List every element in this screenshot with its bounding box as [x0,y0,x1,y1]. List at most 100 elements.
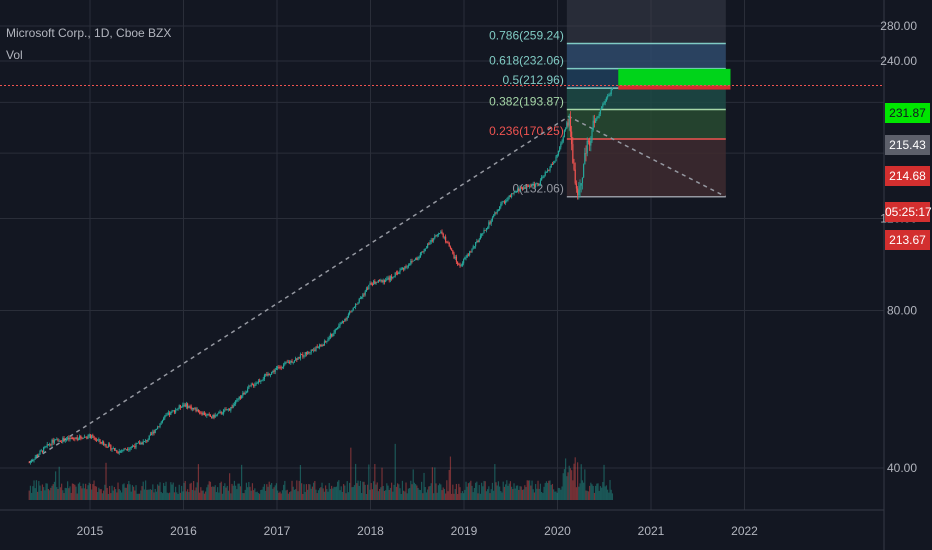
volume-bar [244,489,246,500]
volume-bar [35,480,38,500]
candle-body [554,161,556,163]
candle-body [587,140,590,142]
volume-bar [547,482,549,500]
volume-bar [405,482,407,500]
candle-body [286,361,288,363]
candle-body [385,280,387,283]
fib-zone [566,139,726,197]
candle-body [308,351,310,353]
volume-bar [495,482,497,500]
price-axis-label: 215.43 [885,135,930,155]
candle-body [596,118,598,120]
candle-body [259,380,261,382]
volume-bar [110,493,112,500]
candle-body [89,434,92,439]
candle-body [338,325,340,328]
candle-body [119,450,122,452]
candle-body [131,445,134,448]
candle-body [323,341,326,346]
candle-body [398,272,400,274]
price-axis-label: 05:25:17 [885,202,932,222]
volume-bar [591,484,593,500]
volume-bar [566,476,568,500]
volume-bar [172,482,174,500]
candle-body [415,258,417,260]
volume-bar [39,485,41,500]
candle-body [551,164,554,165]
candle-body [183,404,185,406]
candle-body [128,449,130,451]
candle-body [143,441,146,442]
candle-body [201,413,203,415]
candle-body [559,147,561,151]
candle-body [355,303,357,307]
volume-bar [473,487,476,500]
volume-bar [214,485,216,500]
candle-body [122,450,124,451]
volume-bar [229,473,231,500]
candle-body [179,405,182,408]
candle-body [514,191,516,193]
candle-body [349,311,351,315]
volume-bar [94,486,96,500]
volume-bar [515,485,518,500]
volume-bar [579,483,581,500]
volume-bar [589,485,591,500]
candle-body [344,318,346,322]
volume-bar [170,482,172,500]
volume-bar [388,489,390,500]
candle-body [275,367,278,370]
candle-body [157,426,159,430]
volume-bar [409,488,411,500]
volume-bar [184,480,186,500]
candle-body [433,238,435,241]
trend-line[interactable] [0,85,884,464]
candle-body [238,396,240,399]
volume-bar [435,483,437,500]
volume-bar [297,491,299,500]
candle-body [62,438,64,443]
volume-bar [298,480,300,500]
candle-body [293,360,296,362]
candle-body [490,220,492,224]
volume-bar [448,469,450,500]
candle-body [395,272,398,274]
candle-body [105,444,107,447]
candle-body [235,400,237,405]
candle-body [374,281,376,284]
candle-body [521,187,524,190]
volume-bar [267,486,269,500]
volume-bar [412,469,414,500]
candle-body [571,131,573,145]
volume-bar [350,447,352,500]
price-axis-label: 214.68 [885,166,930,186]
volume-bar [337,481,339,500]
candle-body [599,109,602,114]
candle-body [239,396,242,399]
volume-bar [544,483,546,500]
candle-body [205,414,207,416]
candle-body [382,280,384,283]
volume-bar [86,489,88,500]
volume-bar [196,482,198,500]
candle-body [220,411,222,414]
volume-bar [250,490,252,500]
volume-bar [507,485,509,500]
candle-body [341,321,344,324]
volume-bar [161,493,164,500]
volume-bar [146,489,148,500]
volume-bar [538,488,540,500]
x-tick-label: 2017 [264,524,291,538]
symbol-label[interactable]: Microsoft Corp., 1D, Cboe BZX [6,26,172,40]
candle-body [573,162,575,170]
volume-indicator-label[interactable]: Vol [6,48,23,62]
fibonacci-retracement[interactable]: 0.786(259.24) 0.618(232.06) 0.5(212.96) 0.3… [489,0,731,198]
volume-bar [122,484,124,500]
candle-body [135,443,137,448]
volume-bar [281,490,284,500]
candle-body [176,409,178,411]
candle-body [493,215,495,218]
candle-body [367,288,369,290]
candle-body [511,193,513,198]
